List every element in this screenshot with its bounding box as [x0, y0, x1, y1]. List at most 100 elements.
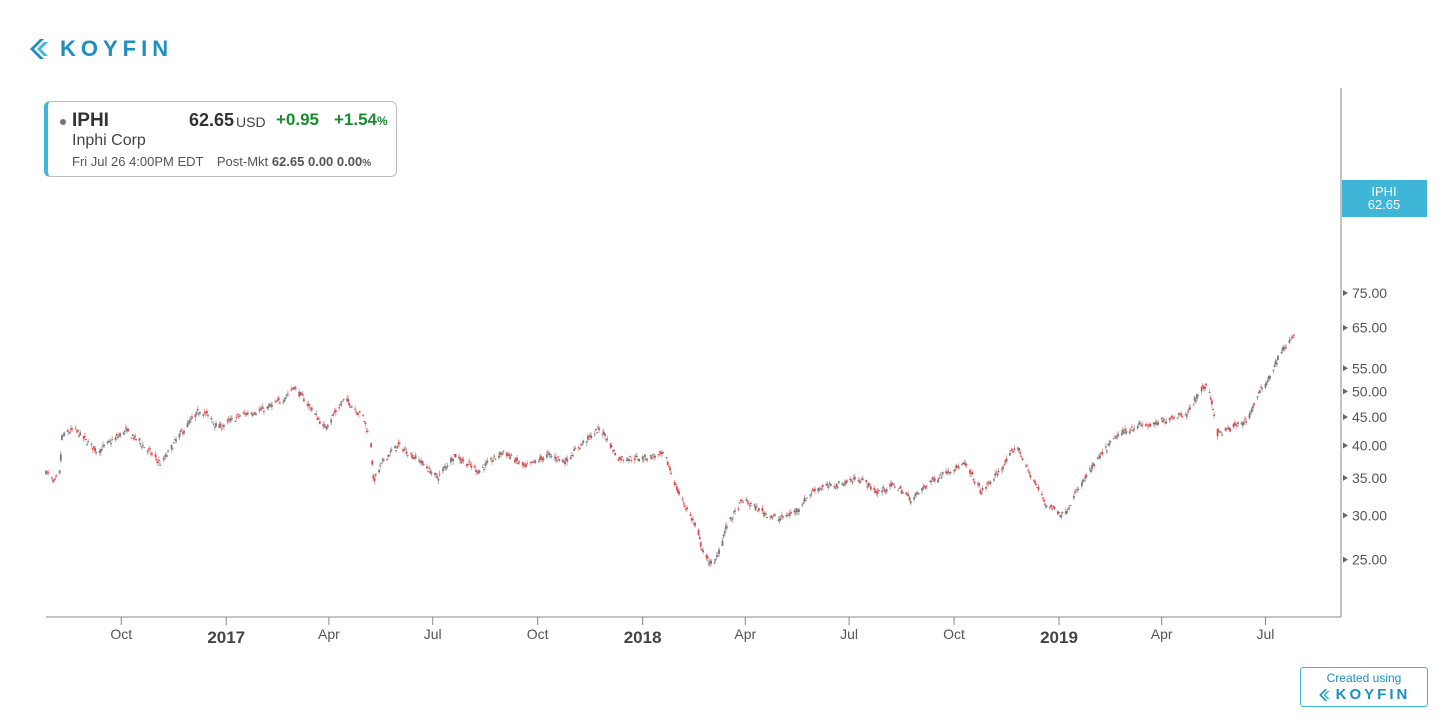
candle — [1077, 486, 1080, 491]
candle-body — [662, 452, 665, 454]
candle — [899, 485, 902, 489]
candle-body — [1282, 347, 1285, 351]
candle-body — [795, 508, 798, 513]
candle — [1043, 497, 1046, 506]
candle-body — [882, 486, 885, 489]
candle — [1282, 344, 1285, 352]
candle — [323, 421, 326, 429]
candle — [874, 487, 877, 494]
candle — [909, 500, 912, 506]
candle — [66, 428, 69, 433]
candle-body — [426, 466, 428, 469]
candle-body — [63, 432, 66, 436]
candle — [577, 445, 580, 452]
candle — [905, 491, 908, 497]
candle-body — [476, 471, 479, 473]
candle — [829, 483, 832, 487]
candle-body — [1172, 418, 1174, 420]
candle — [651, 453, 654, 458]
candle-body — [721, 540, 724, 546]
candle-body — [411, 454, 414, 459]
last-price-label-ticker: IPHI — [1371, 184, 1396, 199]
candle — [638, 458, 641, 462]
candle — [386, 458, 388, 462]
candle-body — [1161, 420, 1164, 423]
candle-body — [1124, 428, 1127, 431]
candle-body — [50, 477, 53, 479]
candle — [1233, 419, 1236, 429]
candle-body — [132, 437, 135, 440]
candle — [861, 475, 864, 481]
candle — [714, 558, 717, 563]
candle-body — [913, 497, 916, 500]
candle-body — [83, 435, 86, 438]
candle-body — [714, 559, 717, 561]
y-tick-marker — [1343, 388, 1348, 395]
candle-body — [526, 463, 529, 465]
candle — [558, 458, 561, 463]
candle-body — [308, 404, 311, 406]
candle-body — [1128, 431, 1131, 434]
candle-body — [548, 452, 550, 455]
candle — [1140, 423, 1143, 428]
candle-body — [1107, 444, 1109, 446]
candle — [458, 453, 460, 459]
candle-body — [436, 475, 439, 479]
candle — [1249, 410, 1252, 416]
candle-body — [175, 439, 177, 442]
candle-body — [1240, 422, 1243, 425]
candle-body — [644, 454, 646, 458]
candle-body — [1011, 448, 1014, 450]
candle-body — [166, 455, 168, 457]
candle-body — [698, 536, 701, 539]
candle-body — [151, 453, 153, 455]
y-tick-label: 65.00 — [1352, 320, 1387, 336]
candle-body — [1260, 386, 1262, 388]
candle-body — [307, 404, 310, 407]
candle-body — [421, 461, 424, 464]
candle-body — [1131, 426, 1133, 428]
candle-body — [410, 453, 412, 455]
candle-body — [347, 398, 350, 402]
candle-body — [650, 457, 653, 460]
created-using-badge[interactable]: Created using KOYFIN — [1300, 667, 1428, 707]
candle-body — [877, 489, 880, 491]
candle-body — [914, 494, 917, 497]
candle — [1090, 468, 1092, 474]
candle — [805, 497, 808, 499]
candle — [698, 535, 701, 541]
candle — [1204, 383, 1206, 392]
candle — [1181, 414, 1184, 419]
candle-body — [290, 389, 293, 391]
koyfin-logo[interactable]: KOYFIN — [28, 36, 173, 62]
candle-body — [1099, 455, 1101, 459]
candle-body — [1165, 421, 1168, 424]
candle-body — [47, 472, 50, 474]
candle-body — [1021, 458, 1024, 460]
candle — [380, 462, 383, 465]
candle — [1033, 479, 1035, 482]
candle — [348, 401, 351, 409]
candle — [1179, 413, 1181, 417]
candle — [995, 469, 998, 474]
candle-body — [326, 425, 329, 428]
candle — [1293, 333, 1295, 338]
candle-body — [891, 482, 894, 484]
candle-body — [702, 550, 704, 553]
candle-body — [766, 517, 768, 519]
candle — [1193, 395, 1196, 404]
candle — [908, 495, 911, 501]
candle-body — [372, 475, 375, 479]
candle — [166, 453, 168, 458]
candle — [634, 453, 637, 459]
candle-body — [986, 483, 989, 485]
candle — [62, 433, 65, 437]
candle — [403, 447, 406, 452]
candle-body — [482, 467, 484, 469]
candle-body — [972, 478, 975, 480]
candle-body — [420, 460, 423, 463]
candle-body — [938, 477, 941, 479]
candle — [118, 432, 120, 438]
candle — [658, 450, 661, 457]
candle-body — [250, 412, 253, 415]
